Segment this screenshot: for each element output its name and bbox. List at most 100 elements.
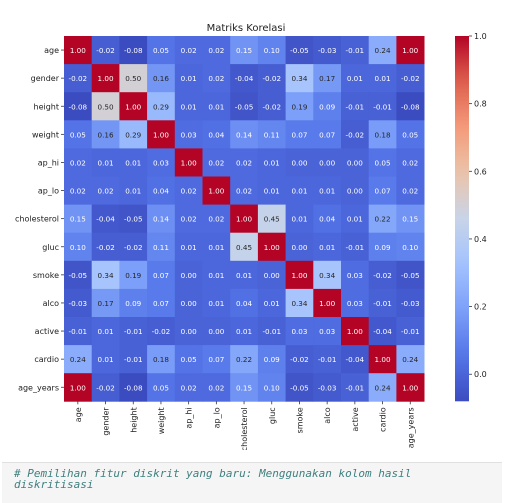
- cell-value-label: 0.01: [181, 74, 197, 83]
- cell-value-label: 0.03: [347, 299, 363, 308]
- heatmap-cell: [396, 232, 425, 262]
- heatmap-cell: [396, 64, 425, 93]
- heatmap-cell: [285, 317, 314, 346]
- code-comment-line-1: # Pemilihan fitur diskrit yang baru: Men…: [14, 467, 412, 480]
- cell-value-label: 0.01: [264, 187, 280, 196]
- cell-value-label: 0.02: [208, 46, 224, 55]
- code-cell[interactable]: # Pemilihan fitur diskrit yang baru: Men…: [2, 462, 502, 503]
- cell-value-label: -0.02: [152, 327, 171, 336]
- cell-value-label: -0.02: [373, 271, 392, 280]
- cell-value-label: 0.01: [319, 187, 335, 196]
- cell-value-label: 0.22: [375, 215, 391, 224]
- heatmap-cell: [119, 148, 148, 177]
- cell-value-label: 0.19: [291, 102, 307, 111]
- cell-value-label: 0.15: [236, 46, 252, 55]
- cell-value-label: 0.24: [375, 383, 391, 392]
- cell-value-label: -0.02: [124, 243, 143, 252]
- heatmap-cell: [285, 176, 314, 205]
- cell-value-label: 1.00: [402, 383, 418, 392]
- heatmap-cell: [285, 345, 314, 374]
- heatmap-cell: [396, 148, 425, 177]
- heatmap-cell: [147, 260, 176, 290]
- cell-value-label: 0.03: [181, 130, 197, 139]
- cell-value-label: -0.02: [262, 74, 281, 83]
- heatmap-cell: [91, 260, 120, 290]
- cell-value-label: 0.04: [153, 187, 169, 196]
- heatmap-cells: 1.00 -0.02 -0.08 0.05 0.02 0.02 0.15 0.10 -0.05-…: [64, 36, 425, 402]
- heatmap-cell: [396, 204, 425, 234]
- heatmap-cell: [313, 36, 342, 65]
- x-tick-label: ap_hi: [185, 407, 194, 428]
- cell-value-label: -0.03: [69, 299, 88, 308]
- heatmap-cell: [257, 204, 286, 234]
- heatmap-cell: [147, 232, 176, 262]
- cell-value-label: -0.02: [69, 74, 88, 83]
- heatmap-cell: [285, 373, 314, 402]
- y-tick-label: age: [44, 46, 59, 55]
- y-tick-label: weight: [32, 130, 59, 139]
- heatmap-cell: [119, 64, 148, 93]
- colorbar-tick-label: 0.4: [474, 235, 487, 244]
- heatmap-cell: [313, 148, 342, 177]
- x-tick-label: age: [74, 407, 83, 422]
- colorbar-tick-label: 0.8: [474, 100, 487, 109]
- heatmap-cell: [230, 260, 259, 290]
- cell-value-label: 0.01: [264, 158, 280, 167]
- heatmap-cell: [91, 176, 120, 205]
- heatmap-cell: [341, 317, 370, 346]
- cell-value-label: 0.07: [375, 187, 391, 196]
- cell-value-label: 0.01: [319, 243, 335, 252]
- cell-value-label: 1.00: [181, 158, 197, 167]
- heatmap-cell: [174, 317, 203, 346]
- heatmap-cell: [257, 288, 286, 318]
- heatmap-cell: [368, 288, 397, 318]
- cell-value-label: 0.03: [153, 158, 169, 167]
- cell-value-label: 0.02: [70, 158, 86, 167]
- heatmap-cell: [368, 120, 397, 149]
- cell-value-label: 0.02: [402, 187, 418, 196]
- cell-value-label: 0.34: [98, 271, 114, 280]
- cell-value-label: 1.00: [347, 327, 363, 336]
- heatmap-cell: [341, 373, 370, 402]
- heatmap-cell: [341, 260, 370, 290]
- heatmap-cell: [91, 36, 120, 65]
- colorbar: 0.0 0.2 0.4 0.6 0.8 1.0: [455, 32, 487, 402]
- heatmap-cell: [91, 317, 120, 346]
- heatmap-cell: [396, 92, 425, 121]
- heatmap-cell: [174, 345, 203, 374]
- cell-value-label: 0.10: [264, 46, 280, 55]
- heatmap-cell: [91, 345, 120, 374]
- cell-value-label: -0.08: [124, 383, 143, 392]
- heatmap-cell: [147, 148, 176, 177]
- cell-value-label: 0.01: [347, 74, 363, 83]
- heatmap-cell: [119, 260, 148, 290]
- heatmap-cell: [257, 92, 286, 121]
- heatmap-cell: [147, 373, 176, 402]
- heatmap-cell: [119, 288, 148, 318]
- cell-value-label: 0.01: [236, 271, 252, 280]
- heatmap-cell: [147, 204, 176, 234]
- heatmap-cell: [119, 204, 148, 234]
- heatmap-cell: [202, 260, 231, 290]
- heatmap-cell: [147, 288, 176, 318]
- heatmap-cell: [64, 232, 93, 262]
- heatmap-cell: [230, 345, 259, 374]
- cell-value-label: -0.01: [318, 355, 337, 364]
- heatmap-cell: [341, 36, 370, 65]
- x-tick-label: cholesterol: [240, 407, 249, 450]
- heatmap-cell: [119, 120, 148, 149]
- cell-value-label: 0.34: [319, 271, 335, 280]
- cell-value-label: 0.09: [319, 102, 335, 111]
- heatmap-cell: [285, 92, 314, 121]
- heatmap-cell: [202, 64, 231, 93]
- code-comment-line-2: diskritisasi: [14, 478, 94, 491]
- heatmap-cell: [313, 92, 342, 121]
- cell-value-label: 0.01: [291, 187, 307, 196]
- cell-value-label: 0.01: [98, 158, 114, 167]
- heatmap-cell: [147, 92, 176, 121]
- heatmap-cell: [91, 232, 120, 262]
- heatmap-cell: [119, 345, 148, 374]
- y-tick-label: alco: [43, 299, 60, 308]
- heatmap-cell: [368, 260, 397, 290]
- cell-value-label: 0.01: [208, 102, 224, 111]
